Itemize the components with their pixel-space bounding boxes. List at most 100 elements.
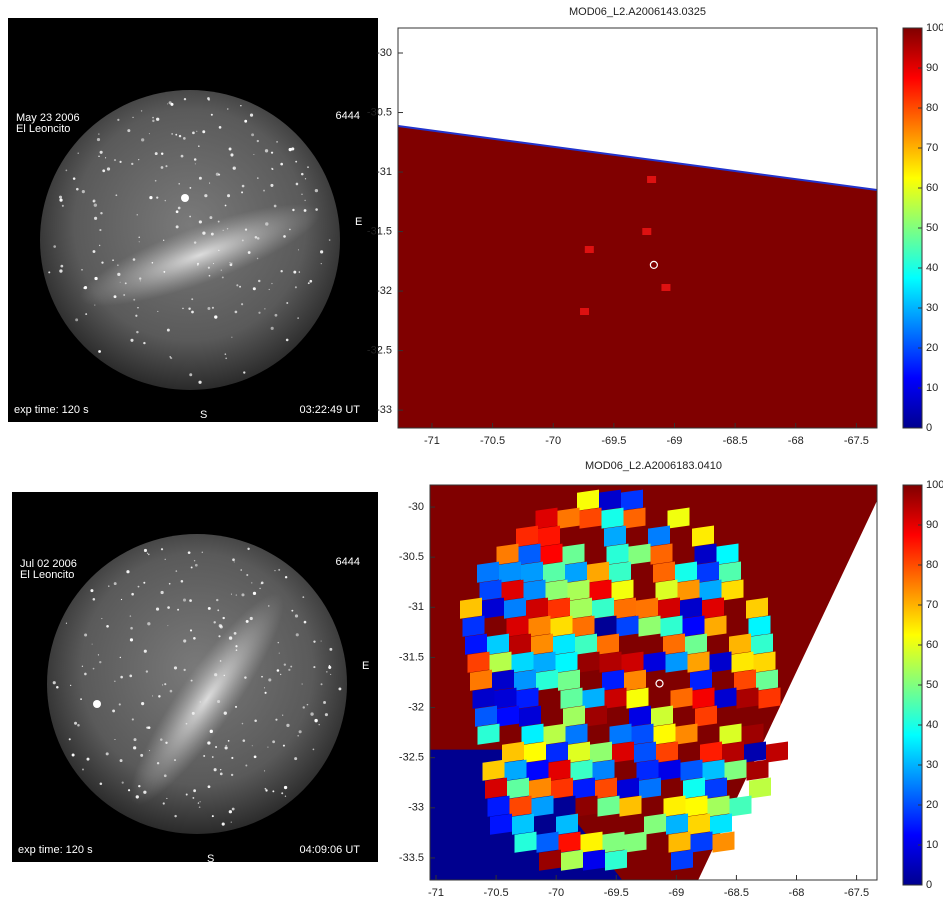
colorbar-tick-label: 40 xyxy=(926,719,938,731)
cloud-patch xyxy=(585,246,594,253)
star xyxy=(270,184,273,187)
star xyxy=(66,623,67,624)
cloud-cell xyxy=(671,850,693,871)
star xyxy=(190,629,192,631)
star xyxy=(304,209,307,212)
star xyxy=(134,738,137,741)
star xyxy=(93,200,96,203)
star xyxy=(176,225,179,228)
colorbar-tick-label: 30 xyxy=(926,759,938,771)
star xyxy=(148,726,151,729)
cloud-cell xyxy=(558,508,580,529)
star xyxy=(181,155,184,158)
cloud-cell xyxy=(702,598,724,619)
star xyxy=(183,669,185,671)
cloud-cell xyxy=(604,526,626,547)
star xyxy=(232,808,235,811)
star xyxy=(149,750,150,751)
star xyxy=(161,166,164,169)
star xyxy=(92,644,93,645)
star xyxy=(158,695,160,697)
star xyxy=(229,148,232,151)
star xyxy=(202,232,205,235)
cloud-cell xyxy=(531,634,553,655)
star xyxy=(114,159,116,161)
star xyxy=(175,134,177,136)
cloud-cell xyxy=(561,850,583,871)
star xyxy=(194,560,195,561)
star xyxy=(53,681,56,684)
cloud-cell xyxy=(558,670,580,691)
star xyxy=(135,315,137,317)
star xyxy=(253,154,254,155)
cloud-cell xyxy=(602,670,624,691)
star xyxy=(93,598,96,601)
star xyxy=(212,756,214,758)
cloud-cell xyxy=(539,850,561,871)
cloud-cell xyxy=(480,580,502,601)
cloud-cell xyxy=(607,544,629,565)
cloud-cell xyxy=(695,544,717,565)
cloud-cell xyxy=(722,742,744,763)
star xyxy=(169,356,170,357)
colorbar-tick-label: 20 xyxy=(926,799,938,811)
cloud-cell xyxy=(612,580,634,601)
star xyxy=(265,788,267,790)
cloud-cell xyxy=(656,742,678,763)
star xyxy=(329,648,332,651)
sky-east: E xyxy=(355,216,362,228)
star xyxy=(167,103,168,104)
star xyxy=(310,712,313,715)
star xyxy=(98,156,99,157)
star xyxy=(132,117,133,118)
star xyxy=(48,271,50,273)
star xyxy=(295,161,297,163)
star xyxy=(233,166,236,169)
star xyxy=(321,263,322,264)
sky-site: El Leoncito xyxy=(20,569,74,581)
star xyxy=(293,271,296,274)
star xyxy=(263,190,265,192)
star xyxy=(267,747,268,748)
star xyxy=(133,258,136,261)
star xyxy=(94,277,97,280)
cloud-cell xyxy=(595,778,617,799)
y-tick-label: -30 xyxy=(408,501,424,513)
star xyxy=(99,661,101,663)
star xyxy=(191,680,193,682)
sky-image: May 23 2006El Leoncito6444ESexp time: 12… xyxy=(8,18,378,422)
star xyxy=(123,294,125,296)
star xyxy=(202,552,203,553)
star xyxy=(255,236,258,239)
star xyxy=(98,350,101,353)
star xyxy=(218,221,220,223)
cloud-cell xyxy=(595,616,617,637)
star xyxy=(272,790,274,792)
cloud-cell xyxy=(519,706,541,727)
star xyxy=(209,182,210,183)
star xyxy=(292,209,294,211)
star xyxy=(108,586,109,587)
star xyxy=(207,741,210,744)
cloud-cell xyxy=(551,778,573,799)
star xyxy=(157,311,158,312)
star xyxy=(227,108,228,109)
star xyxy=(231,337,232,338)
star xyxy=(259,588,260,589)
cloud-cell xyxy=(756,669,778,690)
star xyxy=(60,265,63,268)
cloud-cell xyxy=(565,562,587,583)
star xyxy=(165,165,167,167)
colorbar-tick-label: 60 xyxy=(926,639,938,651)
star xyxy=(119,161,121,163)
star xyxy=(284,786,287,789)
star xyxy=(183,137,186,140)
sky-time: 03:22:49 UT xyxy=(299,404,360,416)
star xyxy=(214,673,217,676)
star xyxy=(240,569,242,571)
star xyxy=(243,739,246,742)
cloud-cell xyxy=(485,778,507,799)
cloud-cell xyxy=(580,508,602,529)
star xyxy=(162,684,163,685)
star xyxy=(313,666,315,668)
